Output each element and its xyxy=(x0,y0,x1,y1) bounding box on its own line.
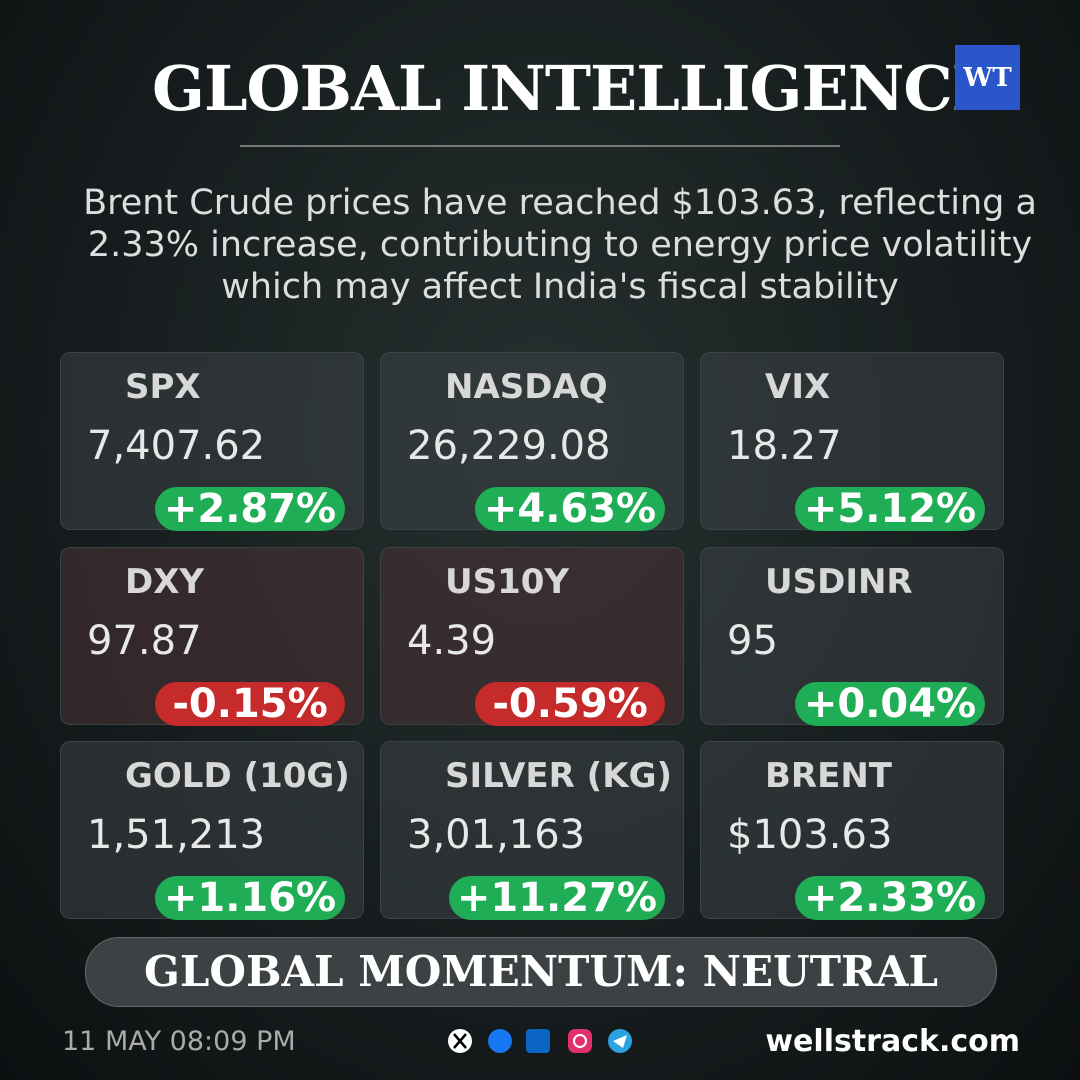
title: GLOBAL INTELLIGENCE xyxy=(152,52,999,125)
market-card: USDINR 95 +0.04% xyxy=(700,547,1004,726)
ticker-name: US10Y xyxy=(445,562,570,602)
change-pill: +11.27% xyxy=(448,876,665,920)
change-pill: -0.15% xyxy=(155,682,345,726)
ticker-value: 7,407.62 xyxy=(87,423,266,469)
ticker-value: 26,229.08 xyxy=(407,423,611,469)
divider xyxy=(240,145,840,147)
x-glyph xyxy=(453,1033,467,1049)
market-card: SPX 7,407.62 +2.87% xyxy=(60,352,364,531)
summary: Brent Crude prices have reached $103.63,… xyxy=(83,183,1037,307)
market-card: VIX 18.27 +5.12% xyxy=(700,352,1004,531)
change-pill: +2.87% xyxy=(155,487,345,531)
ticker-name: USDINR xyxy=(765,562,913,602)
ticker-value: 97.87 xyxy=(87,618,202,664)
ticker-name: GOLD (10G) xyxy=(125,756,350,796)
change-pill: +5.12% xyxy=(795,487,985,531)
ticker-name: SPX xyxy=(125,367,201,407)
ticker-value: 95 xyxy=(727,618,778,664)
change-pill: +4.63% xyxy=(475,487,665,531)
market-card: NASDAQ 26,229.08 +4.63% xyxy=(380,352,684,531)
market-card: BRENT $103.63 +2.33% xyxy=(700,741,1004,920)
market-card: SILVER (KG) 3,01,163 +11.27% xyxy=(380,741,684,920)
ticker-name: SILVER (KG) xyxy=(445,756,673,796)
linkedin-icon xyxy=(526,1029,550,1053)
momentum-banner: GLOBAL MOMENTUM: NEUTRAL xyxy=(85,937,997,1007)
market-card: GOLD (10G) 1,51,213 +1.16% xyxy=(60,741,364,920)
ticker-value: $103.63 xyxy=(727,812,893,858)
ticker-value: 18.27 xyxy=(727,423,842,469)
ticker-name: DXY xyxy=(125,562,205,602)
change-pill: +2.33% xyxy=(795,876,985,920)
ticker-value: 1,51,213 xyxy=(87,812,266,858)
change-pill: +0.04% xyxy=(795,682,985,726)
ticker-value: 3,01,163 xyxy=(407,812,586,858)
logo: WT xyxy=(955,45,1020,110)
market-card: US10Y 4.39 -0.59% xyxy=(380,547,684,726)
social-icons xyxy=(448,1029,632,1053)
change-pill: -0.59% xyxy=(475,682,665,726)
website: wellstrack.com xyxy=(765,1024,1020,1059)
ticker-name: VIX xyxy=(765,367,831,407)
telegram-glyph xyxy=(613,1035,627,1048)
instagram-glyph xyxy=(573,1034,587,1048)
change-pill: +1.16% xyxy=(155,876,345,920)
ticker-name: BRENT xyxy=(765,756,892,796)
market-card: DXY 97.87 -0.15% xyxy=(60,547,364,726)
ticker-name: NASDAQ xyxy=(445,367,608,407)
facebook-icon xyxy=(488,1029,512,1053)
timestamp: 11 MAY 08:09 PM xyxy=(62,1026,296,1057)
ticker-value: 4.39 xyxy=(407,618,497,664)
instagram-icon xyxy=(568,1029,592,1053)
